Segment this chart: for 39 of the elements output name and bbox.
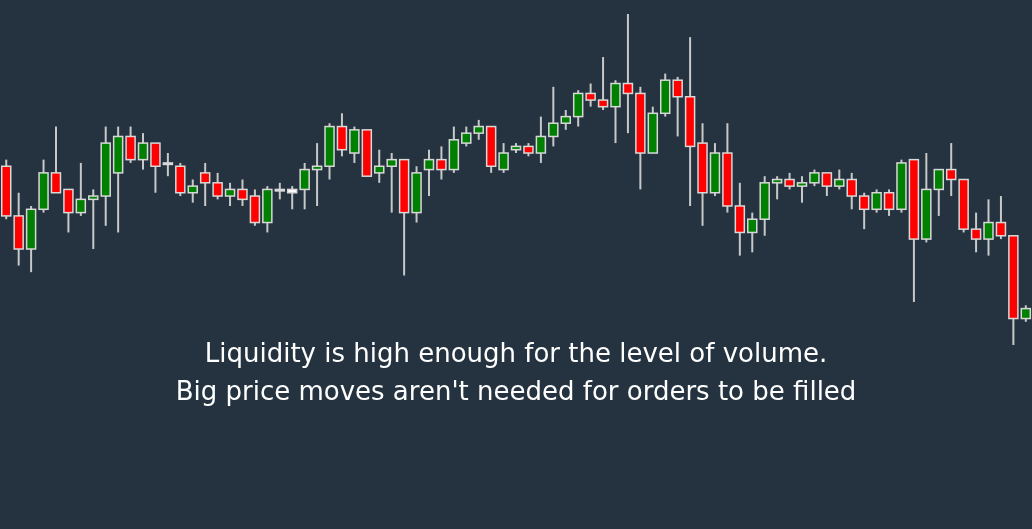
candlestick: [199, 161, 211, 207]
candlestick: [150, 142, 161, 194]
candlestick: [125, 125, 136, 164]
candlestick: [560, 108, 572, 131]
candlestick: [336, 112, 348, 158]
candlestick: [585, 82, 596, 108]
candlestick: [771, 175, 783, 201]
candlestick: [224, 181, 236, 207]
candlestick: [162, 152, 174, 178]
candlestick: [237, 178, 248, 207]
candlestick: [50, 125, 62, 194]
candlestick: [821, 171, 833, 198]
candlestick: [995, 195, 1007, 241]
candlestick: [535, 115, 547, 164]
candlestick: [548, 85, 559, 148]
candlestick: [858, 191, 870, 231]
candlestick: [349, 125, 360, 164]
candlestick: [436, 145, 447, 181]
candlestick: [672, 75, 683, 138]
candlestick: [423, 148, 435, 198]
annotation: Liquidity is high enough for the level of volume.: [203, 337, 829, 370]
candlestick: [970, 211, 982, 254]
candlestick: [299, 161, 310, 211]
candlestick: [933, 168, 945, 217]
candlestick: [63, 188, 74, 234]
candlestick: [498, 142, 509, 174]
candlestick: [572, 89, 584, 128]
candlestick: [75, 161, 87, 217]
candlestick: [871, 188, 882, 214]
candlestick: [622, 14, 634, 135]
candlestick: [945, 142, 957, 198]
candlestick: [597, 56, 609, 111]
candlestick: [137, 132, 149, 171]
text: Big price moves aren't needed for orders to be filled: [174, 375, 858, 408]
candlestick: [983, 198, 994, 257]
candlestick: [610, 79, 621, 145]
candlestick: [883, 188, 895, 217]
candlestick: [212, 171, 223, 201]
candlestick: [796, 175, 808, 204]
